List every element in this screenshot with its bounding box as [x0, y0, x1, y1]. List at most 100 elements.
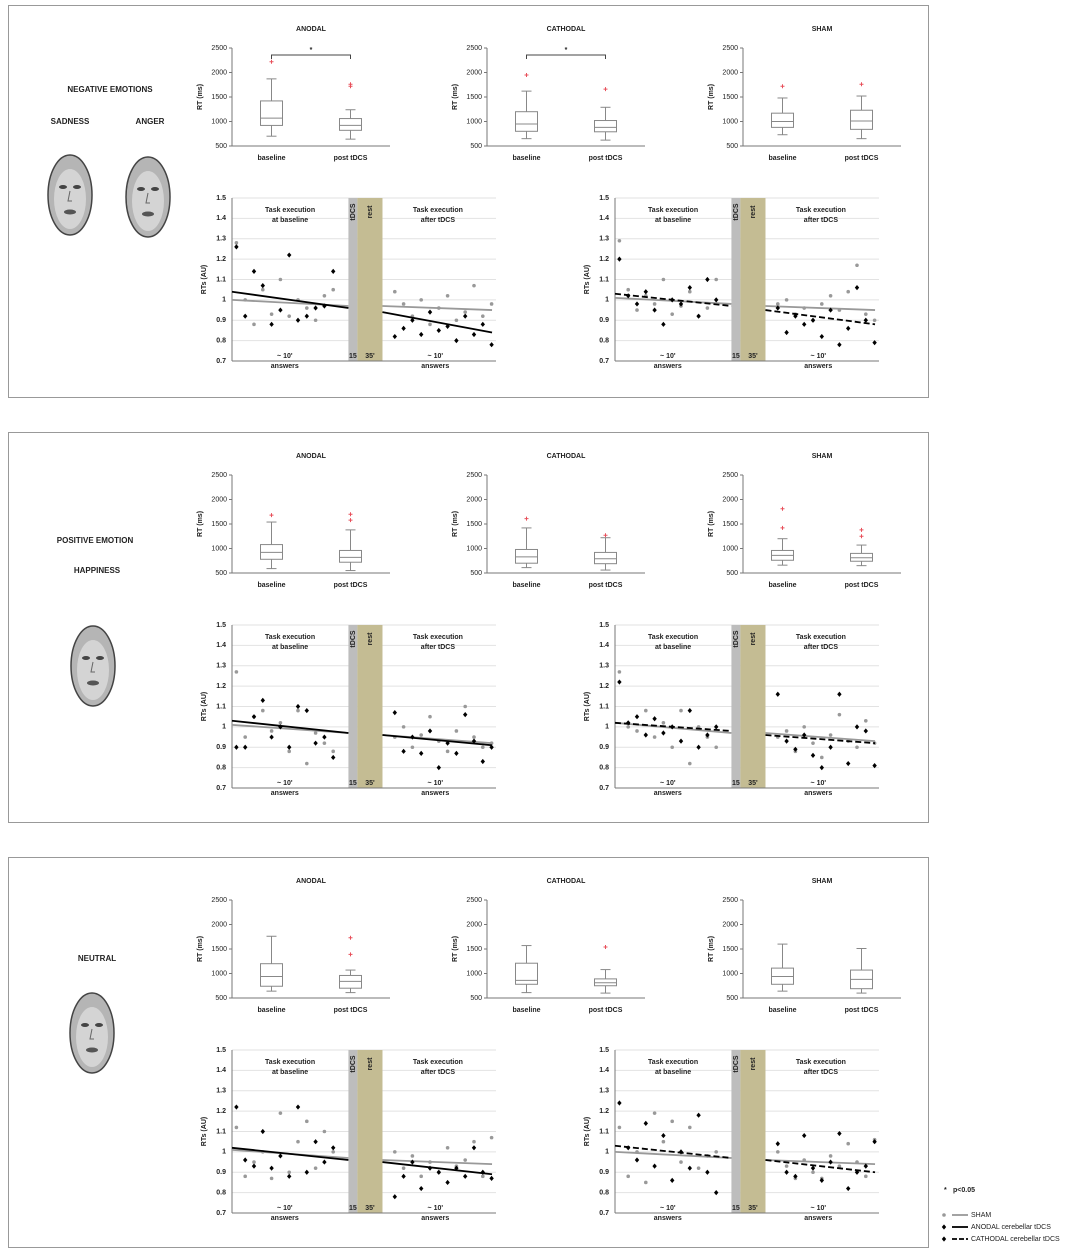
phase-label: Task execution — [265, 1059, 315, 1066]
point — [819, 1177, 824, 1183]
point — [410, 317, 415, 323]
significance-bracket — [526, 54, 606, 59]
y-tick-label: 2000 — [211, 69, 227, 76]
y-tick-label: 2500 — [466, 472, 482, 479]
point — [793, 313, 798, 319]
point — [472, 1139, 476, 1144]
y-tick-label: 1.5 — [599, 195, 609, 202]
point — [269, 729, 274, 733]
duration-label: answers — [271, 1215, 299, 1222]
legend-label: ANODAL cerebellar tDCS — [971, 1224, 1051, 1231]
chart-title: ANODAL — [296, 26, 327, 33]
point — [295, 1104, 301, 1110]
outlier — [603, 533, 608, 538]
band-duration: 15 — [349, 780, 357, 787]
point — [269, 734, 274, 740]
point — [489, 1175, 494, 1181]
point — [287, 1173, 292, 1179]
point — [635, 1150, 639, 1154]
point — [261, 287, 265, 292]
face-label: HAPPINESS — [74, 566, 121, 575]
point — [454, 338, 459, 344]
duration-label: ~ 10' — [277, 1205, 293, 1212]
y-tick-label: 1500 — [466, 94, 482, 101]
point — [784, 1164, 789, 1168]
y-tick-label: 0.7 — [216, 785, 226, 792]
duration-label: ~ 10' — [660, 353, 676, 360]
point — [846, 1141, 850, 1146]
point — [287, 749, 292, 754]
y-tick-label: 0.8 — [599, 337, 609, 344]
point — [480, 758, 485, 765]
y-tick-label: 1.2 — [216, 1108, 226, 1115]
point — [714, 277, 718, 282]
point — [393, 289, 397, 294]
band-label: tDCS — [733, 1055, 740, 1072]
point — [481, 314, 485, 318]
point — [313, 1139, 318, 1145]
point — [243, 735, 247, 739]
band-label: tDCS — [733, 203, 740, 220]
point — [393, 1150, 397, 1154]
outlier — [780, 84, 785, 89]
phase-label: Task execution — [413, 1059, 463, 1066]
x-tick-label: baseline — [768, 582, 796, 589]
outlier — [859, 527, 864, 532]
point — [278, 724, 283, 730]
legend-marker — [941, 1236, 947, 1242]
point — [696, 313, 701, 319]
y-tick-label: 0.9 — [216, 317, 226, 324]
point — [846, 1185, 851, 1192]
band-duration: 35' — [748, 780, 758, 787]
point — [322, 294, 327, 298]
point — [278, 277, 283, 282]
duration-label: ~ 10' — [660, 780, 676, 787]
face-shade — [77, 640, 109, 700]
outlier — [603, 945, 608, 950]
duration-label: answers — [271, 790, 299, 797]
point — [304, 707, 309, 714]
point — [705, 732, 710, 738]
point — [419, 1185, 424, 1192]
y-axis-label: RTs (AU) — [584, 1117, 591, 1146]
chart-title: ANODAL — [296, 878, 327, 885]
point — [626, 720, 631, 726]
outlier — [859, 534, 864, 539]
point — [811, 741, 815, 745]
outlier — [348, 82, 353, 87]
duration-label: answers — [654, 790, 682, 797]
y-tick-label: 500 — [726, 143, 738, 150]
point — [775, 305, 780, 311]
tdcs-band — [731, 625, 741, 788]
y-tick-label: 1.1 — [216, 1128, 226, 1135]
point — [837, 342, 842, 348]
point — [775, 1141, 780, 1147]
trend-line — [765, 305, 876, 311]
y-tick-label: 2000 — [466, 921, 482, 928]
y-axis-label: RTs (AU) — [584, 692, 591, 721]
point — [784, 729, 789, 733]
point — [322, 303, 327, 309]
point — [828, 744, 833, 750]
duration-label: answers — [271, 363, 299, 370]
point — [243, 298, 247, 302]
point — [776, 1150, 780, 1154]
y-axis-label: RT (ms) — [452, 936, 459, 962]
outlier — [780, 525, 785, 530]
point — [463, 1158, 468, 1162]
point — [331, 754, 336, 761]
phase-label: Task execution — [796, 634, 846, 641]
y-axis-label: RT (ms) — [452, 84, 459, 110]
point — [489, 1135, 494, 1140]
y-tick-label: 2500 — [211, 472, 227, 479]
outlier — [348, 512, 353, 517]
point — [626, 1145, 631, 1151]
band-label: rest — [367, 1057, 374, 1071]
point — [635, 308, 639, 312]
y-tick-label: 1000 — [466, 970, 482, 977]
band-label: tDCS — [350, 1055, 357, 1072]
point — [419, 331, 424, 338]
point — [243, 1157, 248, 1163]
x-tick-label: post tDCS — [589, 155, 623, 162]
phase-label: at baseline — [655, 1069, 691, 1076]
